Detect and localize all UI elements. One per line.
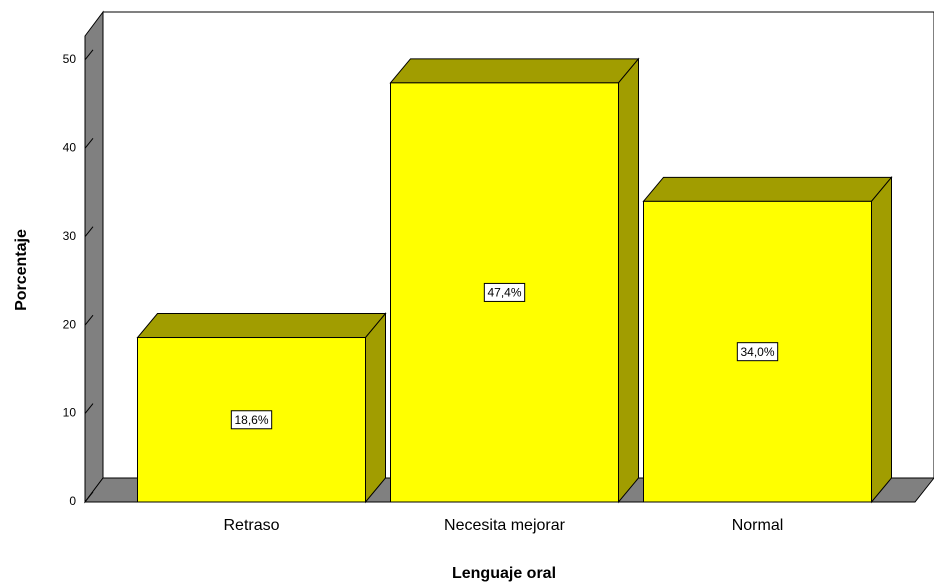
y-tick (84, 491, 94, 503)
value-label-box (230, 410, 273, 430)
bar-top (136, 313, 387, 339)
y-axis-title: Porcentaje (13, 229, 30, 311)
y-tick-label: 40 (63, 140, 77, 154)
value-label-box (483, 282, 526, 302)
y-tick (84, 137, 94, 149)
left-wall (84, 10, 104, 504)
x-tick-label: Retraso (223, 517, 279, 534)
y-tick (84, 314, 94, 326)
x-tick-label: Necesita mejorar (444, 517, 566, 534)
value-label: 34,0% (740, 345, 774, 359)
y-tick-label: 20 (63, 317, 77, 331)
bar-side (618, 57, 639, 504)
bar-side (365, 312, 386, 504)
value-label: 18,6% (234, 413, 268, 427)
x-tick-label: Normal (732, 517, 784, 534)
y-tick (84, 403, 94, 414)
y-tick-label: 10 (63, 406, 77, 420)
y-tick (84, 49, 94, 61)
value-label-box (736, 342, 779, 362)
bar-side (871, 175, 892, 504)
bar-top (389, 58, 640, 84)
y-tick (84, 226, 94, 238)
y-tick-label: 0 (69, 494, 76, 508)
y-tick-label: 30 (63, 229, 77, 243)
bar-top (642, 176, 893, 202)
y-tick-label: 50 (63, 52, 77, 66)
x-axis-title: Lenguaje oral (452, 565, 556, 582)
value-label: 47,4% (487, 286, 521, 300)
